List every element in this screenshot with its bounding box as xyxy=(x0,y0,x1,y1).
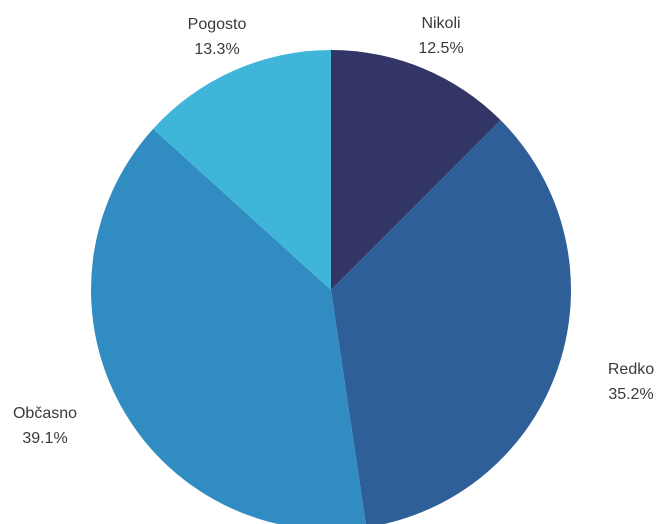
pie-slice-2 xyxy=(91,128,366,524)
slice-label: Nikoli xyxy=(421,15,460,32)
pie-slice-1 xyxy=(331,120,571,524)
pie-slice-0 xyxy=(331,50,501,290)
slice-label: Občasno xyxy=(13,405,77,422)
pie-slices xyxy=(91,50,571,524)
pie-labels: Nikoli 12.5% Redko 35.2% Občasno 39.1% Pogosto… xyxy=(13,15,654,447)
slice-value-label: 12.5% xyxy=(418,40,463,57)
slice-label: Redko xyxy=(608,361,654,378)
slice-value-label: 13.3% xyxy=(194,41,239,58)
slice-value-label: 35.2% xyxy=(608,386,653,403)
slice-value-label: 39.1% xyxy=(22,430,67,447)
pie-slice-3 xyxy=(153,50,331,290)
slice-label: Pogosto xyxy=(188,16,247,33)
